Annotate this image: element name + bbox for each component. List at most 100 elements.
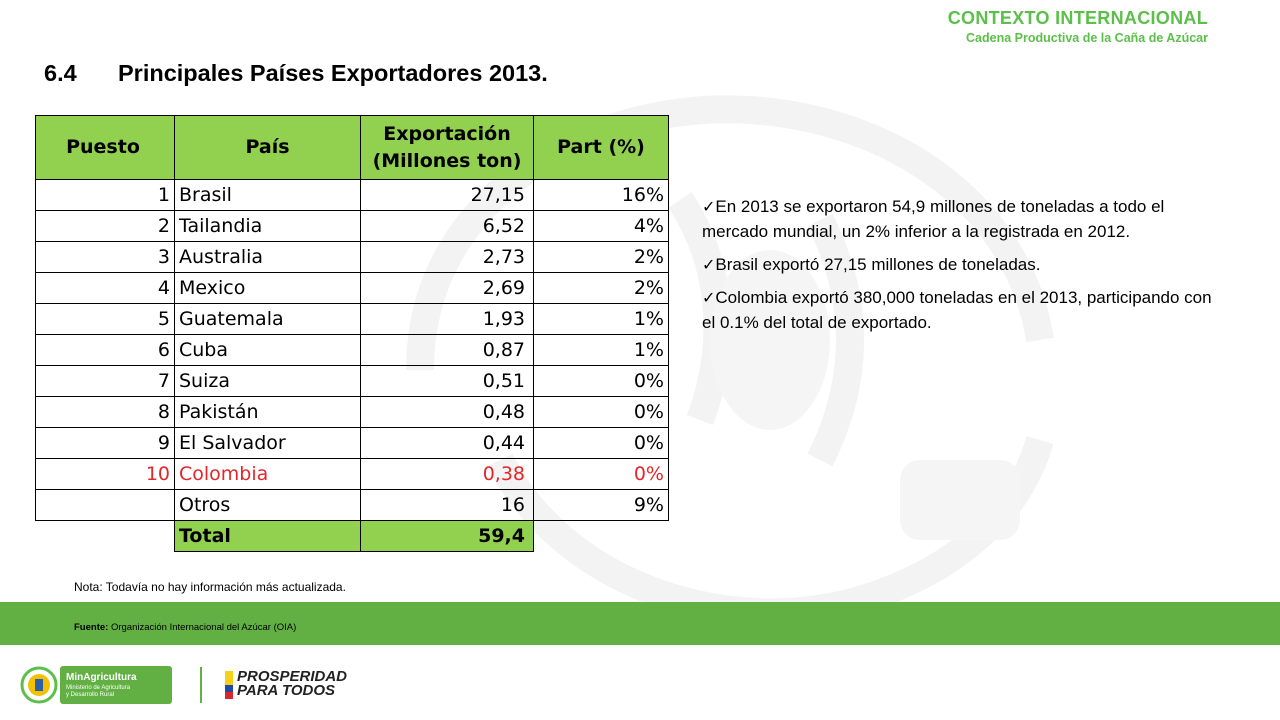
- cell-puesto: [35, 489, 175, 521]
- checkmark-icon: ✓: [702, 197, 716, 216]
- cell-pais: Brasil: [174, 179, 361, 211]
- footer-divider: [200, 667, 202, 703]
- cell-pais: Guatemala: [174, 303, 361, 335]
- page-title: 6.4 Principales Países Exportadores 2013.: [44, 60, 548, 87]
- cell-exportacion: 0,87: [360, 334, 534, 366]
- source-text: Organización Internacional del Azúcar (O…: [110, 622, 297, 633]
- cell-part: 0%: [533, 458, 669, 490]
- source: Fuente: Organización Internacional del A…: [74, 622, 296, 633]
- total-label: Total: [174, 520, 361, 552]
- cell-part: 1%: [533, 334, 669, 366]
- cell-exportacion: 0,44: [360, 427, 534, 459]
- col-header-part: Part (%): [533, 115, 669, 180]
- cell-pais: Tailandia: [174, 210, 361, 242]
- cell-pais: Pakistán: [174, 396, 361, 428]
- checkmark-icon: ✓: [702, 255, 716, 274]
- cell-exportacion: 0,38: [360, 458, 534, 490]
- cell-pais: El Salvador: [174, 427, 361, 459]
- cell-puesto: 8: [35, 396, 175, 428]
- cell-exportacion: 2,73: [360, 241, 534, 273]
- cell-pais: Cuba: [174, 334, 361, 366]
- col-header-exportacion-line2: (Millones ton): [372, 149, 522, 172]
- footer: [0, 645, 1280, 720]
- table-row: 5 Guatemala 1,93 1%: [35, 303, 669, 335]
- coat-of-arms-icon: [20, 666, 58, 704]
- bullet-item: ✓En 2013 se exportaron 54,9 millones de …: [702, 194, 1222, 244]
- page-title-number: 6.4: [44, 60, 77, 86]
- cell-pais: Mexico: [174, 272, 361, 304]
- bullet-item: ✓Brasil exportó 27,15 millones de tonela…: [702, 252, 1222, 277]
- cell-pais: Suiza: [174, 365, 361, 397]
- table-row: Otros 16 9%: [35, 489, 669, 521]
- cell-puesto: 2: [35, 210, 175, 242]
- table-total-row: Total 59,4: [36, 520, 669, 552]
- total-value: 59,4: [360, 520, 534, 552]
- cell-part: 9%: [533, 489, 669, 521]
- cell-pais: Otros: [174, 489, 361, 521]
- col-header-puesto: Puesto: [35, 115, 175, 180]
- header-right: CONTEXTO INTERNACIONAL Cadena Productiva…: [948, 8, 1208, 45]
- cell-exportacion: 27,15: [360, 179, 534, 211]
- cell-puesto: 10: [35, 458, 175, 490]
- minagri-title: MinAgricultura: [66, 672, 137, 683]
- section-subtitle: Cadena Productiva de la Caña de Azúcar: [966, 31, 1208, 45]
- minagri-line2: y Desarrollo Rural: [66, 692, 115, 698]
- source-label: Fuente:: [74, 622, 109, 633]
- cell-puesto: 9: [35, 427, 175, 459]
- green-band: [0, 602, 1280, 645]
- cell-puesto: 3: [35, 241, 175, 273]
- page-title-text: Principales Países Exportadores 2013.: [118, 60, 548, 86]
- cell-part: 0%: [533, 365, 669, 397]
- cell-part: 4%: [533, 210, 669, 242]
- prosperidad-line1: PROSPERIDAD: [237, 668, 348, 685]
- bullet-text: En 2013 se exportaron 54,9 millones de t…: [702, 197, 1165, 241]
- note: Nota: Todavía no hay información más act…: [74, 580, 346, 594]
- watermark-emblem: [406, 95, 1054, 627]
- col-header-exportacion: Exportación (Millones ton): [360, 115, 534, 180]
- table-row: 6 Cuba 0,87 1%: [35, 334, 669, 366]
- cell-pais: Australia: [174, 241, 361, 273]
- prosperidad-logo: PROSPERIDAD PARA TODOS: [237, 668, 348, 699]
- cell-part: 16%: [533, 179, 669, 211]
- cell-part: 0%: [533, 396, 669, 428]
- minagri-line1: Ministerio de Agricultura: [66, 685, 131, 691]
- bullet-item: ✓Colombia exportó 380,000 toneladas en e…: [702, 285, 1222, 335]
- colombia-flag-icon: [225, 671, 233, 699]
- cell-puesto: 1: [35, 179, 175, 211]
- table-row: 8 Pakistán 0,48 0%: [35, 396, 669, 428]
- col-header-pais: País: [174, 115, 361, 180]
- bullet-text: Brasil exportó 27,15 millones de tonelad…: [715, 255, 1041, 274]
- cell-part: 2%: [533, 241, 669, 273]
- section-title: CONTEXTO INTERNACIONAL: [947, 8, 1208, 28]
- key-facts: ✓En 2013 se exportaron 54,9 millones de …: [702, 194, 1222, 343]
- cell-exportacion: 0,48: [360, 396, 534, 428]
- cell-exportacion: 0,51: [360, 365, 534, 397]
- cell-exportacion: 2,69: [360, 272, 534, 304]
- col-header-exportacion-line1: Exportación: [383, 122, 511, 145]
- cell-part: 1%: [533, 303, 669, 335]
- cell-exportacion: 1,93: [360, 303, 534, 335]
- cell-exportacion: 6,52: [360, 210, 534, 242]
- minagricultura-logo: MinAgricultura Ministerio de Agricultura…: [60, 666, 172, 704]
- cell-puesto: 6: [35, 334, 175, 366]
- bullet-text: Colombia exportó 380,000 toneladas en el…: [702, 288, 1212, 332]
- exporters-table: Puesto País Exportación (Millones ton) P…: [35, 115, 669, 552]
- table-row: 10 Colombia 0,38 0%: [35, 458, 669, 490]
- cell-part: 0%: [533, 427, 669, 459]
- table-row: 7 Suiza 0,51 0%: [35, 365, 669, 397]
- prosperidad-line2: PARA TODOS: [237, 682, 336, 699]
- cell-pais: Colombia: [174, 458, 361, 490]
- checkmark-icon: ✓: [702, 288, 716, 307]
- table-row: 1 Brasil 27,15 16%: [35, 179, 669, 211]
- table-row: 3 Australia 2,73 2%: [35, 241, 669, 273]
- cell-part: 2%: [533, 272, 669, 304]
- cell-puesto: 5: [35, 303, 175, 335]
- table-header-row: Puesto País Exportación (Millones ton) P…: [35, 115, 669, 180]
- blank-cell: [36, 521, 175, 552]
- cell-puesto: 4: [35, 272, 175, 304]
- cell-puesto: 7: [35, 365, 175, 397]
- table-row: 2 Tailandia 6,52 4%: [35, 210, 669, 242]
- table-row: 9 El Salvador 0,44 0%: [35, 427, 669, 459]
- cell-exportacion: 16: [360, 489, 534, 521]
- table-row: 4 Mexico 2,69 2%: [35, 272, 669, 304]
